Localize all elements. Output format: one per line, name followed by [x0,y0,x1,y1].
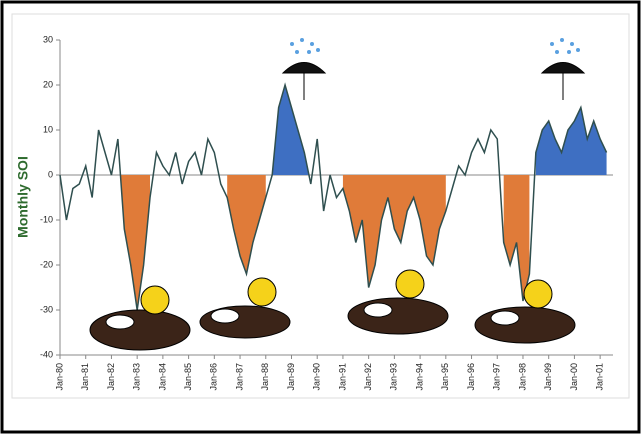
decorations [89,38,586,351]
y-tick-label: 20 [43,79,53,89]
umbrella [540,38,586,100]
y-tick-label: 30 [43,34,53,44]
drought-scene [347,269,449,335]
y-tick-label: -40 [40,349,53,359]
y-tick-label: 10 [43,124,53,134]
soi-line [59,82,608,311]
highlight-area [342,175,446,288]
y-tick-label: -30 [40,304,53,314]
x-tick-label: Jan-80 [54,363,64,391]
drought-scene [89,285,191,351]
x-tick-label: Jan-90 [312,363,322,391]
y-tick-label: 0 [48,169,53,179]
x-tick-label: Jan-94 [414,363,424,391]
highlight-area [272,85,311,175]
plot-area: -40 -30 -20 -10 0 10 20 30 Jan-80 Jan-81 Jan-82 Jan… [40,34,613,391]
x-tick-label: Jan-85 [183,363,193,391]
x-tick-label: Jan-89 [286,363,296,391]
x-tick-label: Jan-83 [132,363,142,391]
drought-scene [474,279,576,344]
drought-scene [199,277,291,339]
highlight-area [535,107,607,175]
x-tick-label: Jan-99 [543,363,553,391]
x-tick-label: Jan-87 [234,363,244,391]
x-tick-label: Jan-00 [569,363,579,391]
umbrella [281,38,327,100]
x-tick-label: Jan-95 [440,363,450,391]
x-tick-label: Jan-97 [492,363,502,391]
x-tick-label: Jan-88 [260,363,270,391]
x-tick-label: Jan-93 [389,363,399,391]
x-tick-label: Jan-91 [337,363,347,391]
y-tick-label: -20 [40,259,53,269]
x-tick-label: Jan-82 [106,363,116,391]
x-tick-label: Jan-92 [363,363,373,391]
y-tick-label: -10 [40,214,53,224]
x-tick-label: Jan-81 [80,363,90,391]
x-tick-label: Jan-01 [595,363,605,391]
highlight-area [503,175,530,301]
highlight-area [227,175,266,274]
x-tick-label: Jan-84 [157,363,167,391]
y-axis-title: Monthly SOI [15,156,31,238]
x-tick-label: Jan-86 [209,363,219,391]
x-tick-label: Jan-96 [466,363,476,391]
x-tick-label: Jan-98 [517,363,527,391]
